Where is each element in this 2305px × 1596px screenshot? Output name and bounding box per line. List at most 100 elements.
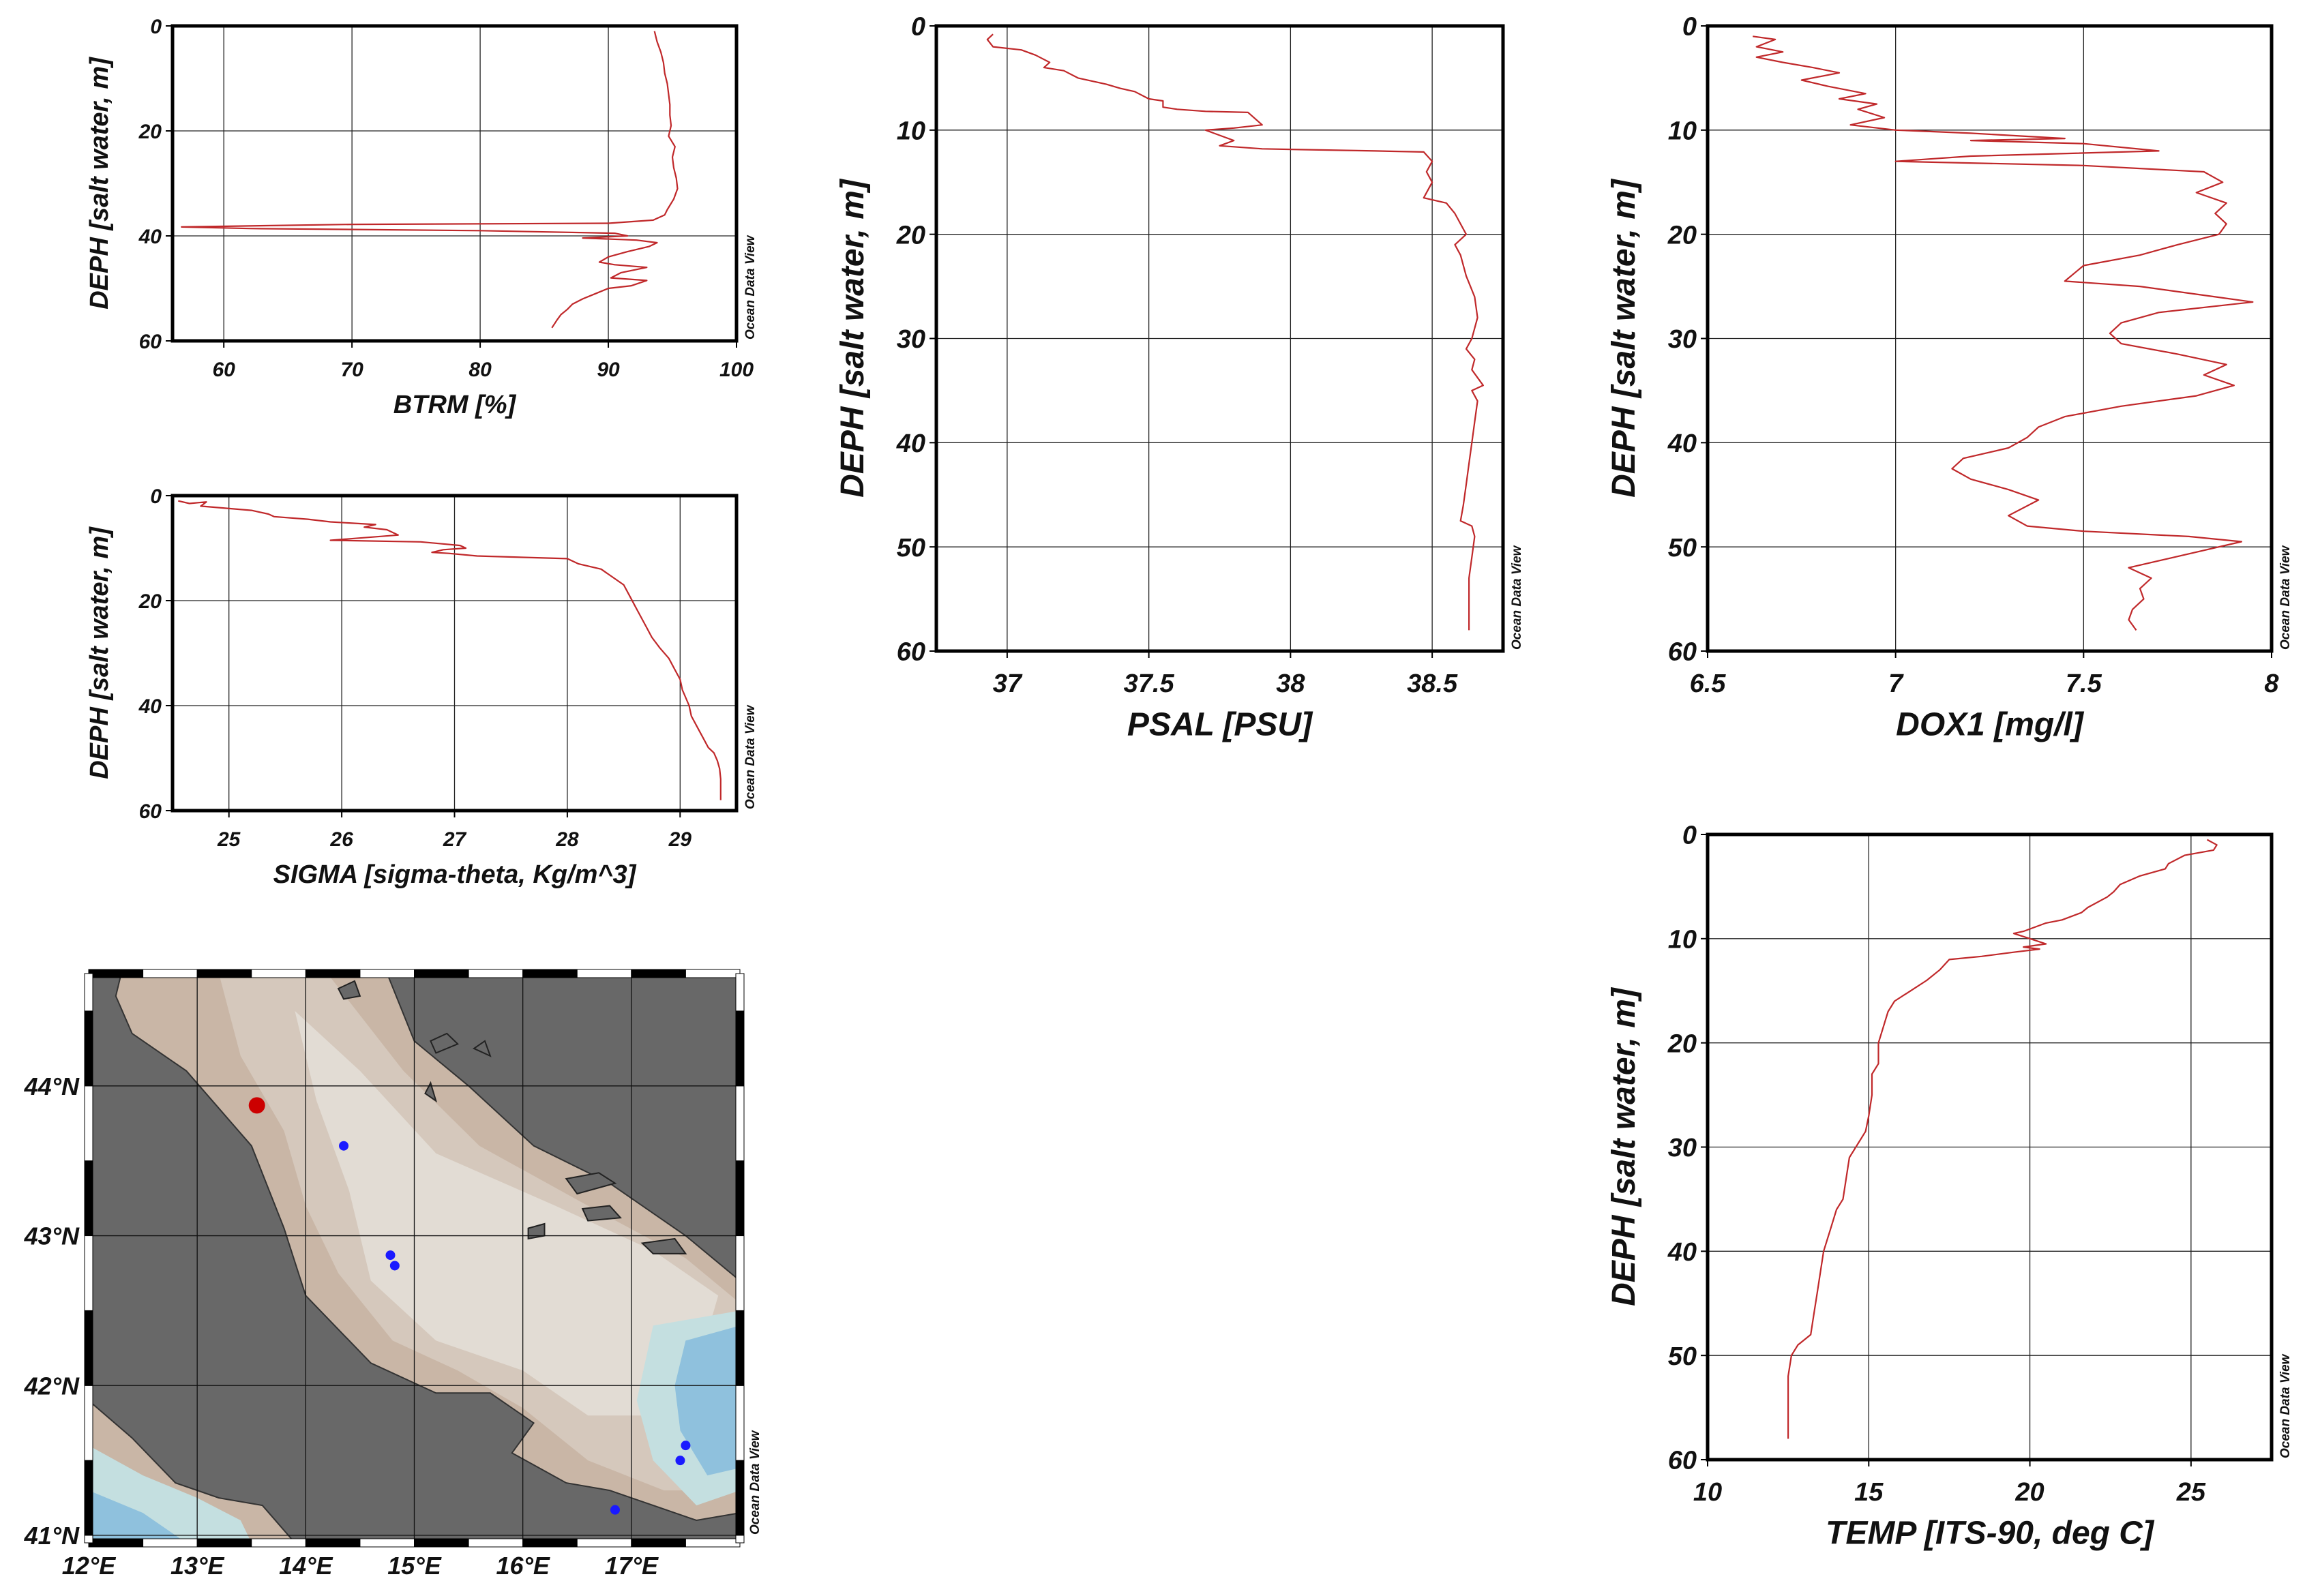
frame-segment: [631, 1538, 686, 1548]
x-axis-label: DOX1 [mg/l]: [1896, 707, 2085, 743]
frame-segment: [576, 1538, 632, 1548]
y-tick-label: 40: [1667, 430, 1697, 458]
y-tick-label: 60: [1668, 638, 1697, 667]
frame-segment: [84, 1460, 93, 1536]
map-lat-label: 44°N: [24, 1072, 80, 1100]
frame-segment: [735, 1085, 745, 1162]
frame-segment: [84, 1535, 93, 1544]
y-tick-label: 40: [138, 695, 162, 718]
station-dot: [675, 1456, 685, 1466]
x-tick-label: 15: [1854, 1478, 1884, 1507]
map-lat-label: 42°N: [24, 1372, 80, 1400]
frame-segment: [359, 969, 415, 978]
frame-segment: [143, 1538, 198, 1548]
watermark: Ocean Data View: [748, 1430, 762, 1535]
island: [424, 1081, 438, 1103]
map-area: [89, 974, 740, 1543]
frame-segment: [305, 1538, 361, 1548]
map-lat-label: 43°N: [24, 1222, 80, 1250]
y-tick-label: 40: [896, 430, 925, 458]
y-tick-label: 50: [1668, 534, 1697, 562]
y-tick-label: 0: [150, 485, 162, 508]
frame-segment: [735, 973, 745, 1012]
frame-segment: [735, 1460, 745, 1536]
x-tick-label: 7: [1888, 669, 1904, 698]
y-axis-label: DEPH [salt water, m]: [1606, 987, 1642, 1306]
y-tick-label: 10: [897, 117, 925, 146]
y-tick-label: 0: [911, 13, 925, 42]
island: [581, 1205, 622, 1222]
x-tick-label: 100: [719, 359, 754, 381]
frame-segment: [84, 1385, 93, 1461]
y-tick-label: 10: [1668, 117, 1697, 146]
chart-dox1: 6.5 7 7.5 8 0 10 20 30 40 50 60 DOX1 [mg/l] DEPH [sa…: [1606, 13, 2293, 743]
x-tick-label: 38: [1276, 669, 1305, 698]
y-tick-label: 20: [138, 590, 162, 613]
frame-segment: [143, 969, 198, 978]
x-tick-label: 60: [212, 359, 235, 381]
plot-frame: [170, 24, 739, 343]
frame-segment: [84, 1310, 93, 1386]
frame-segment: [735, 1235, 745, 1311]
watermark: Ocean Data View: [2278, 1353, 2293, 1458]
station-dot: [385, 1250, 396, 1261]
station-dot: [681, 1441, 691, 1451]
station-dot: [339, 1141, 349, 1151]
station-dot: [610, 1505, 620, 1515]
series-line: [1753, 35, 2254, 631]
island: [640, 1237, 687, 1254]
y-tick-label: 30: [1668, 1134, 1697, 1162]
chart-temp: 10 15 20 25 0 10 20 30 40 50 60 TEMP [ITS-90, deg C…: [1606, 822, 2293, 1552]
frame-segment: [468, 969, 524, 978]
y-tick-label: 40: [138, 226, 162, 248]
x-axis-label: SIGMA [sigma-theta, Kg/m^3]: [273, 860, 637, 889]
y-tick-label: 20: [1667, 221, 1697, 250]
y-tick-label: 40: [1667, 1238, 1697, 1267]
y-tick-label: 0: [150, 16, 162, 38]
frame-segment: [88, 1538, 144, 1548]
y-tick-label: 20: [138, 121, 162, 143]
frame-segment: [576, 969, 632, 978]
x-tick-label: 10: [1693, 1478, 1722, 1507]
x-axis-label: PSAL [PSU]: [1127, 707, 1313, 743]
x-tick-label: 80: [469, 359, 492, 381]
watermark: Ocean Data View: [1510, 545, 1524, 650]
x-tick-label: 7.5: [2066, 669, 2102, 698]
y-tick-label: 30: [897, 325, 925, 354]
y-axis-label: DEPH [salt water, m]: [835, 178, 871, 498]
series-line: [181, 31, 679, 329]
frame-segment: [522, 1538, 578, 1548]
y-tick-label: 20: [896, 221, 925, 250]
y-axis-label: DEPH [salt water, m]: [85, 57, 114, 310]
x-tick-label: 29: [668, 828, 692, 851]
map-lon-label: 16°E: [496, 1552, 550, 1580]
x-tick-label: 25: [217, 828, 241, 851]
series-line: [986, 33, 1484, 631]
frame-segment: [251, 1538, 306, 1548]
x-tick-label: 38.5: [1407, 669, 1458, 698]
y-tick-label: 0: [1682, 822, 1697, 850]
chart-map: 12°E 13°E 14°E 15°E 16°E 17°E 41°N 42°N 43°N 44°N…: [24, 969, 762, 1580]
frame-segment: [735, 1535, 745, 1544]
current-station-dot: [248, 1097, 265, 1114]
y-tick-label: 20: [1667, 1029, 1697, 1058]
frame-segment: [84, 973, 93, 1012]
map-lon-label: 17°E: [605, 1552, 659, 1580]
x-tick-label: 20: [2014, 1478, 2044, 1507]
frame-segment: [414, 969, 469, 978]
frame-segment: [84, 1160, 93, 1237]
frame-segment: [84, 1010, 93, 1087]
frame-segment: [196, 969, 252, 978]
x-tick-label: 37: [993, 669, 1023, 698]
frame-segment: [84, 1235, 93, 1311]
x-tick-label: 90: [597, 359, 620, 381]
map-lon-label: 13°E: [170, 1552, 224, 1580]
x-tick-label: 6.5: [1690, 669, 1727, 698]
x-axis-label: TEMP [ITS-90, deg C]: [1826, 1516, 2155, 1552]
y-tick-label: 50: [897, 534, 925, 562]
frame-segment: [84, 1085, 93, 1162]
watermark: Ocean Data View: [743, 235, 758, 340]
frame-segment: [685, 969, 741, 978]
chart-sigma: 25 26 27 28 29 0 20 40 60 SIGMA [sigma-theta, Kg/…: [85, 485, 758, 889]
